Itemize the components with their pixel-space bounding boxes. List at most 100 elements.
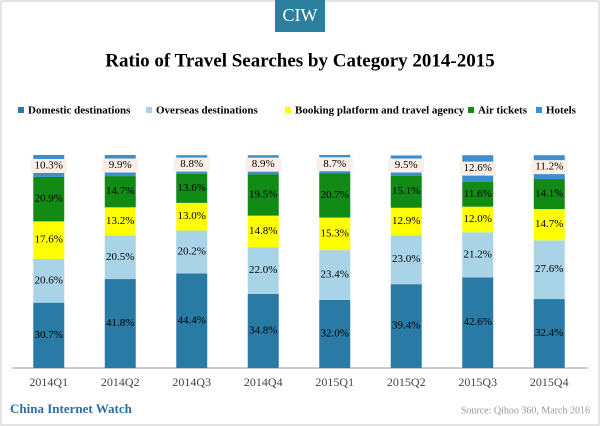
bar-segment bbox=[33, 302, 65, 368]
chart-title: Ratio of Travel Searches by Category 201… bbox=[105, 50, 494, 71]
bar-segment bbox=[176, 173, 208, 203]
legend-label: Domestic destinations bbox=[28, 105, 131, 117]
bar-segment bbox=[462, 232, 494, 278]
bar-segment bbox=[390, 175, 422, 208]
value-label: 15.1% bbox=[392, 185, 420, 197]
value-label: 39.4% bbox=[392, 320, 420, 332]
x-tick-label: 2015Q4 bbox=[530, 375, 569, 389]
bar-segment bbox=[176, 273, 208, 368]
value-label: 20.6% bbox=[35, 274, 63, 286]
bar-segment bbox=[104, 279, 136, 368]
value-label: 12.0% bbox=[464, 213, 492, 225]
x-tick-label: 2014Q4 bbox=[244, 375, 283, 389]
x-tick-label: 2014Q2 bbox=[101, 375, 140, 389]
value-label: 8.9% bbox=[252, 158, 275, 170]
bar-segment bbox=[247, 215, 279, 248]
label-box bbox=[102, 158, 139, 173]
bar-segment bbox=[319, 299, 351, 368]
value-label: 12.6% bbox=[464, 162, 492, 174]
bar-segment bbox=[462, 206, 494, 233]
legend-label: Overseas destinations bbox=[156, 105, 258, 117]
value-label: 20.5% bbox=[106, 251, 134, 263]
bar-segment bbox=[390, 235, 422, 285]
legend-swatch bbox=[285, 107, 291, 113]
value-label: 12.9% bbox=[392, 215, 420, 227]
legend-swatch bbox=[18, 107, 24, 113]
value-label: 14.7% bbox=[106, 185, 134, 197]
bar-segment bbox=[390, 284, 422, 368]
legend-label: Booking platform and travel agency bbox=[295, 105, 465, 117]
bar-segment bbox=[247, 174, 279, 216]
value-label: 8.8% bbox=[180, 158, 203, 170]
value-label: 32.0% bbox=[321, 327, 349, 339]
value-label: 9.5% bbox=[395, 159, 418, 171]
value-label: 20.2% bbox=[178, 246, 206, 258]
bar-segment bbox=[247, 293, 279, 368]
value-label: 41.8% bbox=[106, 317, 134, 329]
bar-segment bbox=[533, 179, 565, 210]
value-label: 27.6% bbox=[535, 263, 563, 275]
bar-segment bbox=[33, 176, 65, 222]
bar-segment bbox=[533, 299, 565, 368]
bar-segment bbox=[33, 221, 65, 259]
bar-segment bbox=[176, 202, 208, 231]
logo: CIW bbox=[283, 5, 318, 25]
value-label: 30.7% bbox=[35, 329, 63, 341]
value-label: 42.6% bbox=[464, 316, 492, 328]
bar-segment bbox=[462, 182, 494, 207]
value-label: 19.5% bbox=[249, 188, 277, 200]
value-label: 23.4% bbox=[321, 269, 349, 281]
value-label: 14.1% bbox=[535, 188, 563, 200]
bar-segment bbox=[247, 247, 279, 294]
value-label: 21.2% bbox=[464, 248, 492, 260]
label-box bbox=[30, 158, 67, 173]
logo-box bbox=[275, 0, 325, 32]
value-label: 20.9% bbox=[35, 193, 63, 205]
bar-segment bbox=[319, 173, 351, 218]
footer-left: China Internet Watch bbox=[10, 401, 133, 416]
legend-swatch bbox=[536, 107, 542, 113]
label-box bbox=[245, 157, 282, 172]
x-tick-label: 2015Q2 bbox=[387, 375, 426, 389]
legend-swatch bbox=[468, 107, 474, 113]
value-label: 34.8% bbox=[249, 325, 277, 337]
bar-segment bbox=[319, 250, 351, 300]
value-label: 20.7% bbox=[321, 189, 349, 201]
footer-right: Source: Qihoo 360, March 2016 bbox=[461, 405, 590, 416]
x-tick-label: 2014Q1 bbox=[29, 375, 68, 389]
bar-segment bbox=[533, 240, 565, 300]
bar-segment bbox=[533, 209, 565, 241]
label-box bbox=[388, 158, 425, 173]
value-label: 8.7% bbox=[323, 158, 346, 170]
x-tick-label: 2014Q3 bbox=[172, 375, 211, 389]
value-label: 17.6% bbox=[35, 234, 63, 246]
value-label: 11.6% bbox=[464, 188, 492, 200]
legend-swatch bbox=[146, 107, 152, 113]
value-label: 22.0% bbox=[249, 264, 277, 276]
label-box bbox=[531, 160, 568, 175]
value-label: 14.8% bbox=[249, 225, 277, 237]
value-label: 14.7% bbox=[535, 218, 563, 230]
legend-label: Air tickets bbox=[478, 105, 528, 117]
value-label: 9.9% bbox=[109, 159, 132, 171]
value-label: 23.0% bbox=[392, 253, 420, 265]
bar-segment bbox=[462, 277, 494, 368]
bar-segment bbox=[104, 207, 136, 236]
value-label: 13.6% bbox=[178, 182, 206, 194]
label-box bbox=[173, 157, 210, 172]
bar-segment bbox=[104, 235, 136, 280]
bar-segment bbox=[33, 258, 65, 303]
bar-segment bbox=[390, 207, 422, 236]
x-tick-label: 2015Q1 bbox=[315, 375, 354, 389]
label-box bbox=[316, 157, 353, 172]
label-box bbox=[459, 161, 496, 176]
value-label: 44.4% bbox=[178, 314, 206, 326]
bar-segment bbox=[104, 176, 136, 208]
bar-segment bbox=[319, 217, 351, 251]
legend-label: Hotels bbox=[546, 105, 577, 117]
value-label: 15.3% bbox=[321, 227, 349, 239]
value-label: 10.3% bbox=[35, 159, 63, 171]
value-label: 13.2% bbox=[106, 215, 134, 227]
